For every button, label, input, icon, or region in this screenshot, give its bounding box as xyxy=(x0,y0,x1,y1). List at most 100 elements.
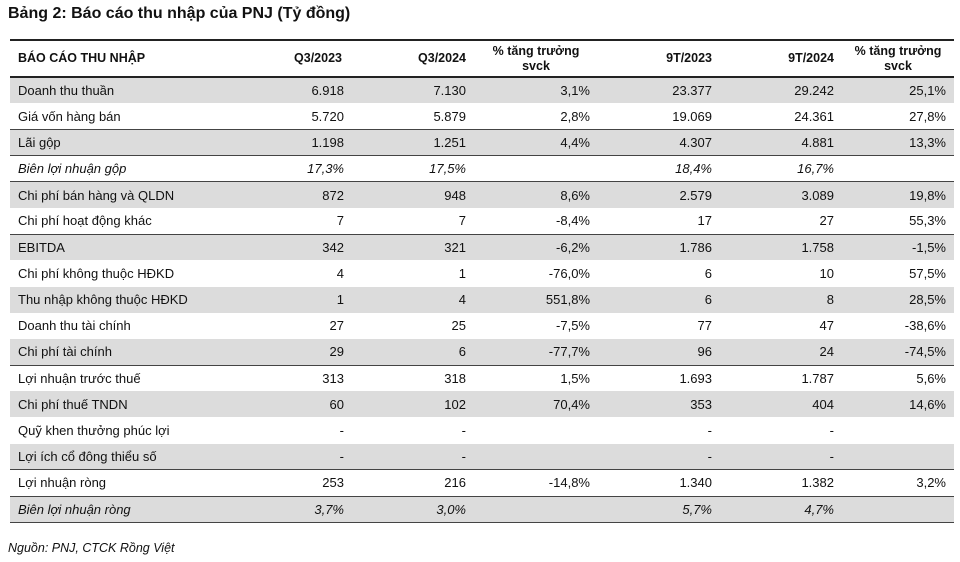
row-cell: 4 xyxy=(336,265,344,281)
row-cell: - xyxy=(707,423,712,439)
row-cell: 47 xyxy=(819,318,834,334)
row-cell: -7,5% xyxy=(556,318,590,334)
row-cell: 321 xyxy=(444,239,466,255)
row-cell: -1,5% xyxy=(912,239,946,255)
row-cell: 17 xyxy=(697,213,712,229)
row-cell: 2,8% xyxy=(560,108,590,124)
row-cell: 5.879 xyxy=(433,108,466,124)
table-row: Quỹ khen thưởng phúc lợi - - - - xyxy=(10,417,954,443)
row-cell: -14,8% xyxy=(548,475,590,491)
row-cell: -6,2% xyxy=(556,239,590,255)
col-header-growth-9t: % tăng trưởng svck xyxy=(854,43,942,73)
row-cell: 404 xyxy=(812,396,834,412)
row-cell: 19.069 xyxy=(672,108,712,124)
col-header-9t-2023: 9T/2023 xyxy=(666,51,712,65)
row-cell: 6.918 xyxy=(311,83,344,99)
row-cell: 8,6% xyxy=(560,187,590,203)
row-cell: 5.720 xyxy=(311,108,344,124)
income-statement-table: BÁO CÁO THU NHẬP Q3/2023 Q3/2024 % tăng … xyxy=(10,39,954,523)
row-cell xyxy=(842,417,954,443)
row-label: Biên lợi nhuận ròng xyxy=(18,501,131,517)
row-cell xyxy=(842,496,954,522)
row-label: Chi phí thuế TNDN xyxy=(18,396,128,412)
row-cell: 342 xyxy=(322,239,344,255)
row-cell: 23.377 xyxy=(672,83,712,99)
table-row: Lợi nhuận ròng 253 216 -14,8% 1.340 1.382 3,2% xyxy=(10,469,954,496)
row-cell: - xyxy=(829,423,834,439)
row-cell xyxy=(474,417,598,443)
row-cell: 28,5% xyxy=(909,292,946,308)
table-row: Chi phí bán hàng và QLDN 872 948 8,6% 2.579 3… xyxy=(10,181,954,208)
col-header-growth-q: % tăng trưởng svck xyxy=(492,43,580,73)
row-label: EBITDA xyxy=(18,239,65,255)
table-title: Bảng 2: Báo cáo thu nhập của PNJ (Tỷ đồn… xyxy=(8,5,351,22)
table-row: Chi phí tài chính 29 6 -77,7% 96 24 -74,5% xyxy=(10,338,954,366)
row-cell: 3,1% xyxy=(560,83,590,99)
row-cell: 3,0% xyxy=(436,501,466,517)
row-cell: 77 xyxy=(697,318,712,334)
table-row: EBITDA 342 321 -6,2% 1.786 1.758 -1,5% xyxy=(10,234,954,261)
row-cell: 216 xyxy=(444,475,466,491)
row-cell: 29 xyxy=(329,344,344,360)
row-label: Lãi gộp xyxy=(18,134,61,150)
table-row: Lợi ích cổ đông thiểu số - - - - xyxy=(10,443,954,470)
row-cell: 1.251 xyxy=(433,134,466,150)
row-cell: 1.340 xyxy=(679,475,712,491)
row-cell: 4,7% xyxy=(804,501,834,517)
row-cell xyxy=(474,444,598,470)
row-cell: - xyxy=(339,448,344,464)
row-cell: 102 xyxy=(444,396,466,412)
row-label: Lợi ích cổ đông thiểu số xyxy=(18,448,157,464)
row-cell xyxy=(842,444,954,470)
row-cell: 1 xyxy=(336,292,344,308)
source-note: Nguồn: PNJ, CTCK Rồng Việt xyxy=(8,541,175,555)
row-cell: 7.130 xyxy=(433,83,466,99)
row-cell: 1.758 xyxy=(801,239,834,255)
row-cell: 7 xyxy=(458,213,466,229)
table-header-row: BÁO CÁO THU NHẬP Q3/2023 Q3/2024 % tăng … xyxy=(10,40,954,77)
row-cell: - xyxy=(707,448,712,464)
row-cell: 4,4% xyxy=(560,134,590,150)
row-cell: 1,5% xyxy=(560,370,590,386)
row-cell: 10 xyxy=(819,265,834,281)
row-cell: 24 xyxy=(819,344,834,360)
table-row: Lãi gộp 1.198 1.251 4,4% 4.307 4.881 13,3% xyxy=(10,129,954,156)
row-label: Quỹ khen thưởng phúc lợi xyxy=(18,423,170,439)
row-cell: 6 xyxy=(704,292,712,308)
row-cell: - xyxy=(339,423,344,439)
row-label: Giá vốn hàng bán xyxy=(18,108,121,124)
table-row: Chi phí hoạt động khác 7 7 -8,4% 17 27 55,3% xyxy=(10,208,954,234)
row-cell: 2.579 xyxy=(679,187,712,203)
col-header-q3-2023: Q3/2023 xyxy=(294,51,342,65)
row-cell: 24.361 xyxy=(794,108,834,124)
row-label: Lợi nhuận ròng xyxy=(18,475,107,491)
row-cell: 872 xyxy=(322,187,344,203)
table-row: Chi phí thuế TNDN 60 102 70,4% 353 404 14,6% xyxy=(10,391,954,418)
row-cell: -76,0% xyxy=(548,265,590,281)
row-cell: 318 xyxy=(444,370,466,386)
row-cell: 27,8% xyxy=(909,108,946,124)
row-cell: -38,6% xyxy=(904,318,946,334)
col-header-q3-2024: Q3/2024 xyxy=(418,51,466,65)
row-cell: 13,3% xyxy=(909,134,946,150)
row-cell: 4.881 xyxy=(801,134,834,150)
row-label: Chi phí hoạt động khác xyxy=(18,213,152,229)
table-row: Biên lợi nhuận gộp 17,3% 17,5% 18,4% 16,7% xyxy=(10,155,954,182)
row-cell: 1.693 xyxy=(679,370,712,386)
row-label: Chi phí tài chính xyxy=(18,344,112,360)
row-cell: -8,4% xyxy=(556,213,590,229)
row-label: Doanh thu tài chính xyxy=(18,318,131,334)
row-cell: 29.242 xyxy=(794,83,834,99)
row-cell: 96 xyxy=(697,344,712,360)
row-cell: 3,7% xyxy=(314,501,344,517)
row-cell: 25,1% xyxy=(909,83,946,99)
row-label: Thu nhập không thuộc HĐKD xyxy=(18,292,188,308)
row-cell xyxy=(474,156,598,182)
row-cell: 5,6% xyxy=(916,370,946,386)
row-cell: 55,3% xyxy=(909,213,946,229)
row-cell: 27 xyxy=(329,318,344,334)
row-cell: 7 xyxy=(336,213,344,229)
row-cell: 253 xyxy=(322,475,344,491)
row-label: Biên lợi nhuận gộp xyxy=(18,161,127,177)
row-cell: 4.307 xyxy=(679,134,712,150)
